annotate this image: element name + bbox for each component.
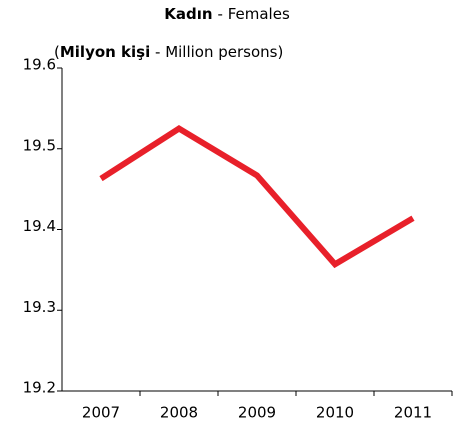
y-tick-label: 19.3 — [23, 298, 56, 316]
y-axis-label: (Milyon kişi - Million persons) — [54, 43, 283, 61]
data-line — [99, 125, 415, 269]
y-label-rest: - Million persons) — [150, 43, 283, 61]
x-tick-label: 2010 — [316, 404, 354, 422]
y-tick-label: 19.6 — [23, 56, 56, 74]
x-tick-label: 2008 — [160, 404, 198, 422]
x-tick-label: 2007 — [82, 404, 120, 422]
x-tick-label: 2009 — [238, 404, 276, 422]
y-label-open: ( — [54, 43, 60, 61]
y-tick-label: 19.4 — [23, 217, 56, 235]
chart-title: Kadın - Females — [164, 5, 290, 23]
title-rest: - Females — [218, 5, 290, 23]
x-tick-label: 2011 — [394, 404, 432, 422]
y-tick-label: 19.2 — [23, 379, 56, 397]
y-tick-label: 19.5 — [23, 136, 56, 154]
y-label-bold: Milyon kişi — [60, 43, 150, 61]
title-bold: Kadın — [164, 5, 212, 23]
